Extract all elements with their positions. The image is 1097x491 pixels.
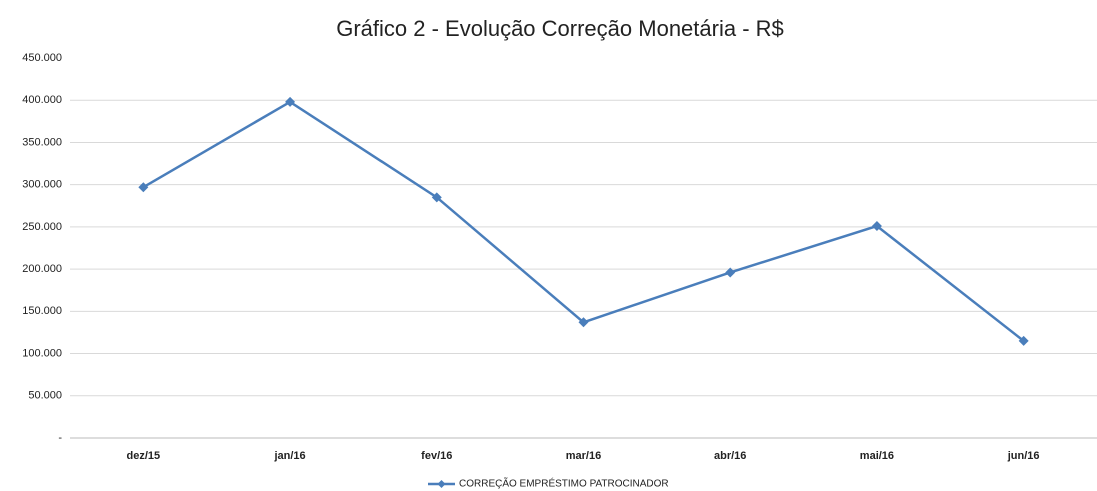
y-tick-label: 50.000 [28,390,62,402]
y-tick-label: 300.000 [22,179,62,191]
y-tick-label: 250.000 [22,221,62,233]
point-marker [725,267,736,278]
point-marker [431,192,442,203]
point-marker [1018,335,1029,346]
point-marker [871,221,882,232]
x-tick-label: jun/16 [1007,450,1040,462]
x-tick-label: dez/15 [127,450,161,462]
y-tick-label: 200.000 [22,263,62,275]
point-marker [578,317,589,328]
point-marker [138,182,149,193]
y-tick-label: 150.000 [22,305,62,317]
point-marker [285,96,296,107]
y-tick-label: 400.000 [22,94,62,106]
y-tick-label: 100.000 [22,347,62,359]
x-tick-label: mai/16 [860,450,894,462]
chart-title: Gráfico 2 - Evolução Correção Monetária … [336,16,784,41]
legend-label: CORREÇÃO EMPRÉSTIMO PATROCINADOR [459,477,669,490]
y-tick-label: 450.000 [22,52,62,64]
line-series [142,100,1025,342]
x-tick-label: jan/16 [273,450,305,462]
y-tick-label: - [58,432,62,444]
x-tick-label: abr/16 [714,450,746,462]
legend-marker [437,480,446,488]
x-tick-label: mar/16 [566,450,601,462]
y-tick-label: 350.000 [22,136,62,148]
x-tick-label: fev/16 [421,450,452,462]
